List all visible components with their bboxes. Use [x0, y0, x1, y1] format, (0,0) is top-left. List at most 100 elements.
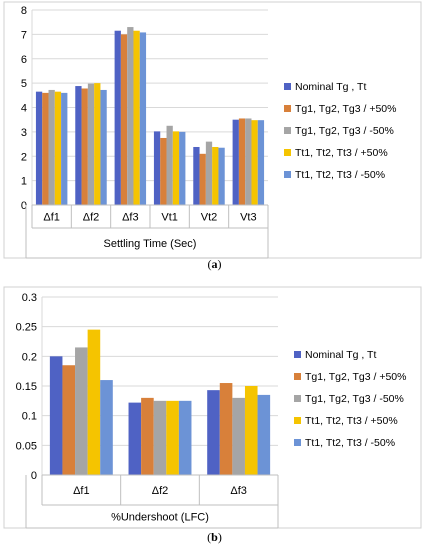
legend-swatch [294, 395, 301, 402]
bar [139, 32, 147, 205]
bar [114, 30, 121, 205]
bar [172, 131, 180, 205]
y-tick-label: 5 [21, 78, 27, 90]
legend-swatch [284, 83, 291, 90]
legend-label: Tt1, Tt2, Tt3 / -50% [295, 169, 385, 181]
legend-label: Tg1, Tg2, Tg3 / +50% [305, 371, 406, 383]
legend-swatch [284, 127, 291, 134]
bar [120, 34, 128, 205]
legend-label: Tg1, Tg2, Tg3 / -50% [305, 393, 404, 405]
y-tick-label: 4 [21, 103, 27, 115]
bar [127, 27, 134, 205]
category-label: Δf2 [83, 212, 100, 224]
bar [153, 400, 167, 475]
legend-swatch [284, 171, 291, 178]
panel-label-close: ) [218, 530, 222, 544]
panel-label: (a) [208, 257, 222, 271]
panel-label-letter: b [211, 530, 218, 544]
bar [199, 153, 206, 205]
legend-swatch [294, 439, 301, 446]
x-axis-title: Settling Time (Sec) [104, 238, 197, 250]
bar [238, 118, 246, 205]
legend-swatch [294, 373, 301, 380]
bar [35, 91, 43, 205]
legend-label: Nominal Tg , Tt [305, 349, 376, 361]
panel-label: (b) [207, 530, 222, 544]
legend-swatch [294, 417, 301, 424]
bar [61, 92, 68, 205]
bar [193, 146, 200, 205]
bar [219, 383, 233, 475]
bar [257, 120, 265, 205]
y-tick-label: 1 [21, 176, 27, 188]
bar [244, 386, 258, 475]
panel-label-close: ) [218, 257, 222, 271]
bar [166, 400, 179, 475]
bar [94, 83, 101, 205]
bar [48, 89, 55, 205]
legend-label: Tt1, Tt2, Tt3 / -50% [305, 437, 395, 449]
legend-label: Tg1, Tg2, Tg3 / +50% [295, 103, 396, 115]
chart-a: 0 1 2 3 4 5 6 7 8 Δf1 Δf2 Δf3 Vt1 Vt2 Vt3 Settling Time… [3, 1, 422, 271]
bar [100, 89, 107, 205]
y-tick-label: 0 [31, 470, 37, 482]
category-separators [31, 205, 269, 228]
category-label: Vt2 [201, 212, 218, 224]
y-tick-label: 0 [21, 200, 27, 212]
bars [49, 329, 271, 475]
category-label: Δf1 [43, 212, 60, 224]
panel-label-open: ( [208, 257, 212, 271]
bar [42, 92, 49, 205]
bar [87, 329, 101, 475]
chart-b: 0 0.05 0.1 0.15 0.2 0.25 0.3 Δf1 Δf2 Δf3 %Undersho… [3, 286, 422, 544]
bar [153, 131, 161, 205]
bar [54, 91, 62, 205]
panel-label-letter: a [212, 257, 218, 271]
y-tick-label: 0.2 [22, 351, 37, 363]
bar [251, 120, 258, 205]
category-label: Vt3 [240, 212, 257, 224]
bar [212, 146, 219, 205]
panel-label-open: ( [207, 530, 211, 544]
chart-frame [3, 1, 422, 259]
y-tick-label: 0.05 [16, 440, 37, 452]
category-label: Vt1 [161, 212, 178, 224]
bar [62, 365, 76, 475]
bar [49, 356, 63, 475]
x-axis-title: %Undershoot (LFC) [111, 512, 209, 524]
y-tick-label: 2 [21, 151, 27, 163]
bar [207, 390, 220, 475]
y-tick-label: 3 [21, 127, 27, 139]
bar [75, 347, 88, 475]
bar [245, 118, 252, 205]
bar [179, 131, 186, 205]
bar [218, 147, 225, 205]
y-tick-label: 0.25 [16, 322, 37, 334]
bar [81, 88, 88, 205]
legend-label: Tt1, Tt2, Tt3 / +50% [305, 415, 398, 427]
bar [141, 397, 154, 475]
y-tick-label: 7 [21, 29, 27, 41]
bar [128, 402, 142, 475]
legend-swatch [284, 149, 291, 156]
bar [232, 397, 245, 475]
y-tick-label: 0.3 [22, 292, 37, 304]
category-label: Δf2 [152, 485, 169, 497]
legend-swatch [284, 105, 291, 112]
category-label: Δf1 [73, 485, 90, 497]
bar [257, 394, 271, 475]
legend-label: Nominal Tg , Tt [295, 81, 366, 93]
bar [75, 86, 82, 205]
bar [178, 400, 192, 475]
y-tick-label: 0.15 [16, 381, 37, 393]
bar [100, 380, 113, 475]
category-label: Δf3 [230, 485, 247, 497]
legend: Nominal Tg , Tt Tg1, Tg2, Tg3 / +50% Tg1, … [294, 349, 406, 449]
bar [87, 83, 95, 205]
category-separators [41, 475, 279, 505]
category-label: Δf3 [122, 212, 139, 224]
y-tick-label: 0.1 [22, 411, 37, 423]
legend-label: Tg1, Tg2, Tg3 / -50% [295, 125, 394, 137]
legend-label: Tt1, Tt2, Tt3 / +50% [295, 147, 388, 159]
